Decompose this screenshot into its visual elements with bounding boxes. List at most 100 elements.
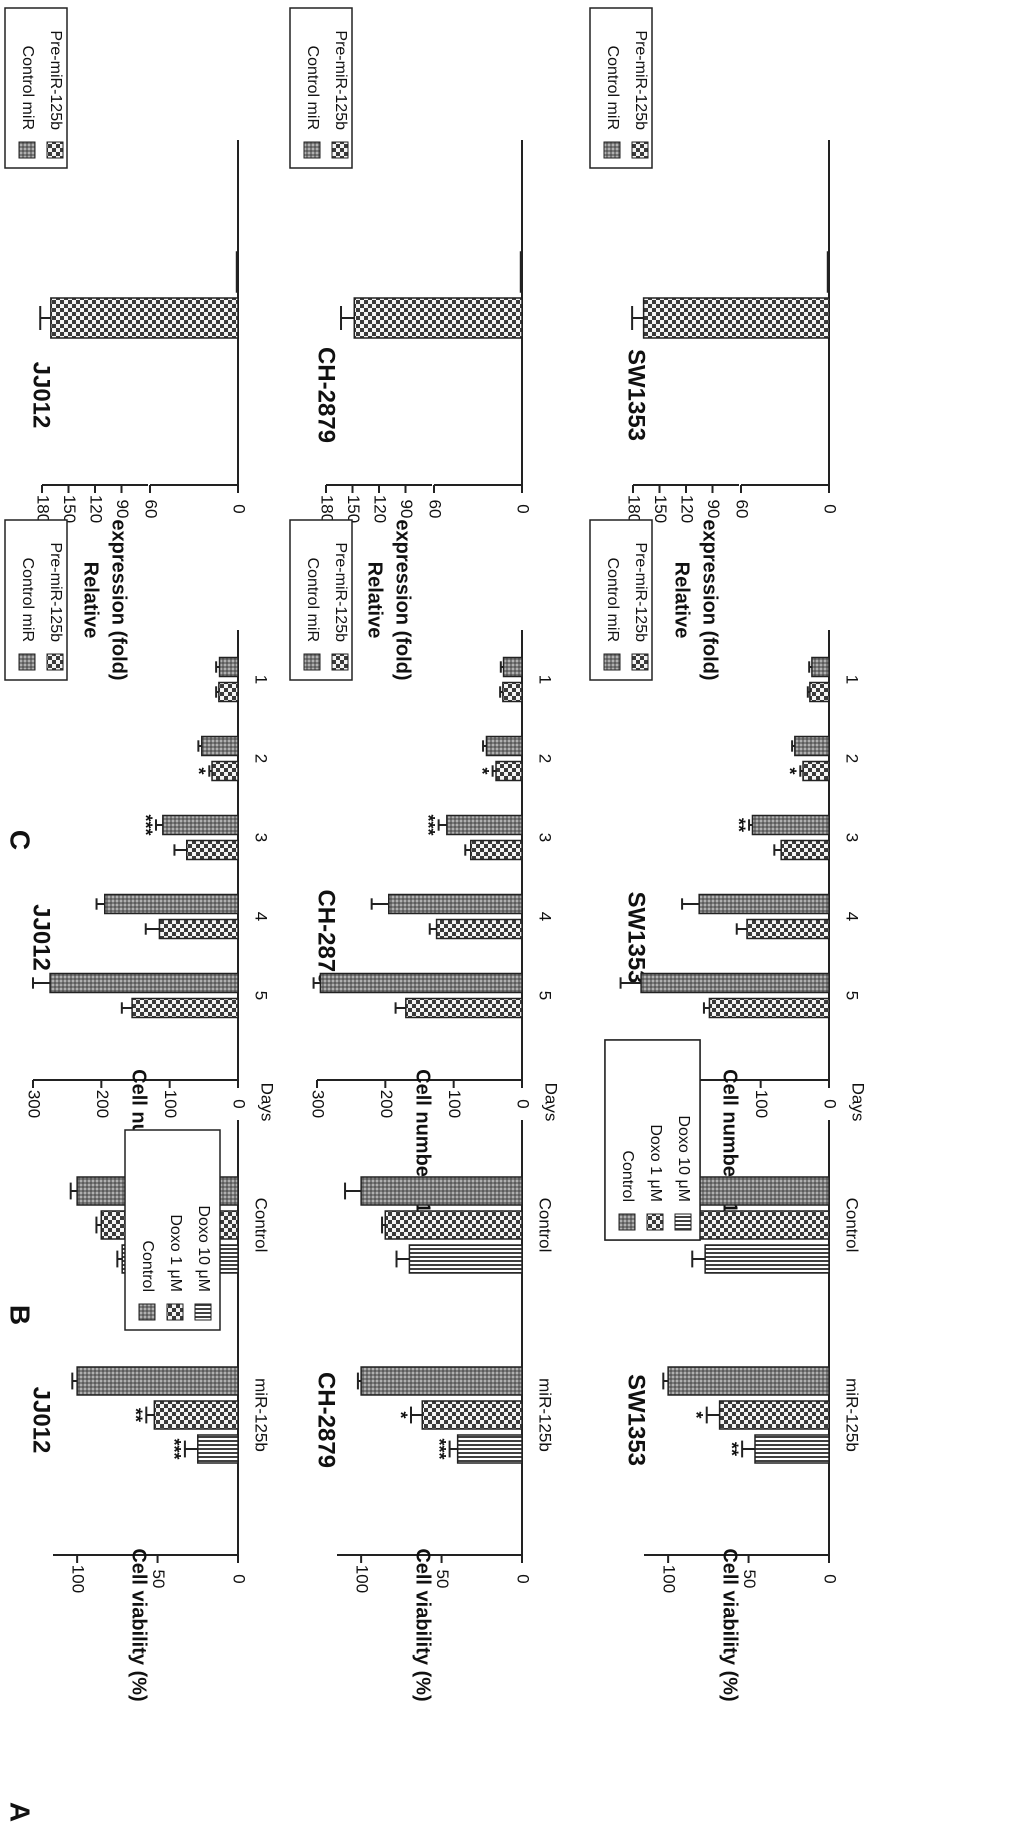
category-label: Control bbox=[536, 1198, 555, 1253]
panel-A-jj012: JJ012 0 60 90 120 150 180 Relative expression (f… bbox=[4, 7, 249, 681]
x-axis-label: Days bbox=[849, 1083, 868, 1122]
legend-label: Doxo 1 μM bbox=[647, 1124, 664, 1202]
tick-label: 150 bbox=[344, 495, 363, 523]
tick-label: 100 bbox=[752, 1090, 771, 1118]
legend-swatch bbox=[603, 141, 621, 159]
category-label: 5 bbox=[536, 991, 555, 1000]
legend-swatch bbox=[46, 141, 64, 159]
legend-swatch bbox=[303, 653, 321, 671]
legend-label: Control miR bbox=[19, 558, 36, 642]
legend-swatch bbox=[618, 1213, 636, 1231]
bar bbox=[76, 1366, 239, 1396]
legend-box bbox=[589, 7, 653, 169]
significance-label: *** bbox=[418, 814, 438, 835]
category-label: 1 bbox=[252, 675, 271, 684]
panel-A-ch-2879: CH-2879 0 60 90 120 150 180 Relative expression … bbox=[289, 7, 533, 681]
legend-label: Control miR bbox=[604, 558, 621, 642]
bar bbox=[360, 1366, 523, 1396]
panel-title: JJ012 bbox=[28, 904, 55, 971]
legend: Control miR Pre-miR-125b bbox=[4, 7, 68, 169]
bar bbox=[360, 1176, 523, 1206]
legend-swatch bbox=[18, 141, 36, 159]
category-label: 1 bbox=[843, 675, 862, 684]
bar bbox=[495, 760, 523, 782]
tick-label: 50 bbox=[740, 1570, 759, 1589]
bar bbox=[153, 1400, 239, 1430]
panel-title: CH-2879 bbox=[313, 1372, 340, 1468]
legend-swatch bbox=[674, 1213, 692, 1231]
category-label: miR-125b bbox=[252, 1378, 271, 1452]
panel-B-ch-2879: CH-2879 0 100 200 300 Cell number ×10³ Days 1 * 2… bbox=[289, 519, 561, 1231]
panel-title: CH-2879 bbox=[313, 889, 340, 985]
tick-label: 60 bbox=[733, 500, 752, 519]
bar bbox=[751, 814, 830, 836]
bar bbox=[235, 251, 239, 293]
tick-label: 120 bbox=[678, 495, 697, 523]
legend: Control miR Pre-miR-125b bbox=[289, 519, 353, 681]
tick-label: 300 bbox=[25, 1090, 44, 1118]
bar bbox=[683, 1210, 830, 1240]
tick-label: 200 bbox=[377, 1090, 396, 1118]
tick-label: 50 bbox=[433, 1570, 452, 1589]
bar bbox=[519, 251, 523, 293]
legend-label: Control bbox=[139, 1240, 156, 1292]
legend-label: Pre-miR-125b bbox=[632, 542, 649, 642]
category-label: 1 bbox=[536, 675, 555, 684]
bar bbox=[197, 1434, 239, 1464]
category-label: 2 bbox=[843, 754, 862, 763]
y-axis-label: Relative bbox=[80, 562, 102, 639]
bar bbox=[640, 972, 830, 994]
tick-label: 300 bbox=[309, 1090, 328, 1118]
panel-title: SW1353 bbox=[623, 1374, 650, 1466]
legend-swatch bbox=[631, 653, 649, 671]
bar bbox=[421, 1400, 523, 1430]
tick-label: 0 bbox=[821, 504, 840, 513]
panel-B-jj012: JJ0120100200300Cell number ×10³Days1*2**… bbox=[4, 519, 277, 1231]
category-label: 3 bbox=[536, 833, 555, 842]
panel-title: JJ012 bbox=[28, 1387, 55, 1454]
bar bbox=[218, 681, 239, 703]
bar bbox=[811, 656, 830, 678]
legend-box bbox=[289, 519, 353, 681]
legend-label: Control miR bbox=[304, 46, 321, 130]
panel-title: JJ012 bbox=[28, 362, 55, 429]
x-axis-label: Days bbox=[258, 1083, 277, 1122]
legend: Control miR Pre-miR-125b bbox=[289, 7, 353, 169]
significance-label: * bbox=[780, 767, 800, 774]
legend-label: Pre-miR-125b bbox=[632, 30, 649, 130]
legend: Control miR Pre-miR-125b bbox=[4, 519, 68, 681]
tick-label: 180 bbox=[318, 495, 337, 523]
tick-label: 0 bbox=[514, 1574, 533, 1583]
category-label: 2 bbox=[536, 754, 555, 763]
tick-label: 50 bbox=[149, 1570, 168, 1589]
panel-A-sw1353: SW1353 0 60 90 120 150 180 Relative expression (… bbox=[589, 7, 840, 681]
legend-swatch bbox=[18, 653, 36, 671]
y-axis-label: Relative bbox=[364, 562, 386, 639]
bar bbox=[470, 839, 523, 861]
legend: Control miR Pre-miR-125b bbox=[589, 519, 653, 681]
bar bbox=[405, 997, 523, 1019]
category-label: miR-125b bbox=[843, 1378, 862, 1452]
bar bbox=[802, 760, 830, 782]
legend-swatch bbox=[646, 1213, 664, 1231]
legend-swatch bbox=[331, 141, 349, 159]
legend-label: Pre-miR-125b bbox=[47, 542, 64, 642]
bar bbox=[201, 735, 239, 757]
bar bbox=[388, 893, 523, 915]
tick-label: 0 bbox=[514, 1099, 533, 1108]
legend-swatch bbox=[603, 653, 621, 671]
bar bbox=[131, 997, 239, 1019]
significance-label: *** bbox=[429, 1438, 449, 1459]
legend-label: Doxo 10 μM bbox=[195, 1205, 212, 1292]
legend-swatch bbox=[631, 141, 649, 159]
tick-label: 90 bbox=[704, 500, 723, 519]
tick-label: 60 bbox=[142, 500, 161, 519]
significance-label: *** bbox=[135, 814, 155, 835]
tick-label: 60 bbox=[426, 500, 445, 519]
bar bbox=[794, 735, 830, 757]
tick-label: 100 bbox=[69, 1565, 88, 1593]
tick-label: 150 bbox=[651, 495, 670, 523]
bar bbox=[746, 918, 830, 940]
